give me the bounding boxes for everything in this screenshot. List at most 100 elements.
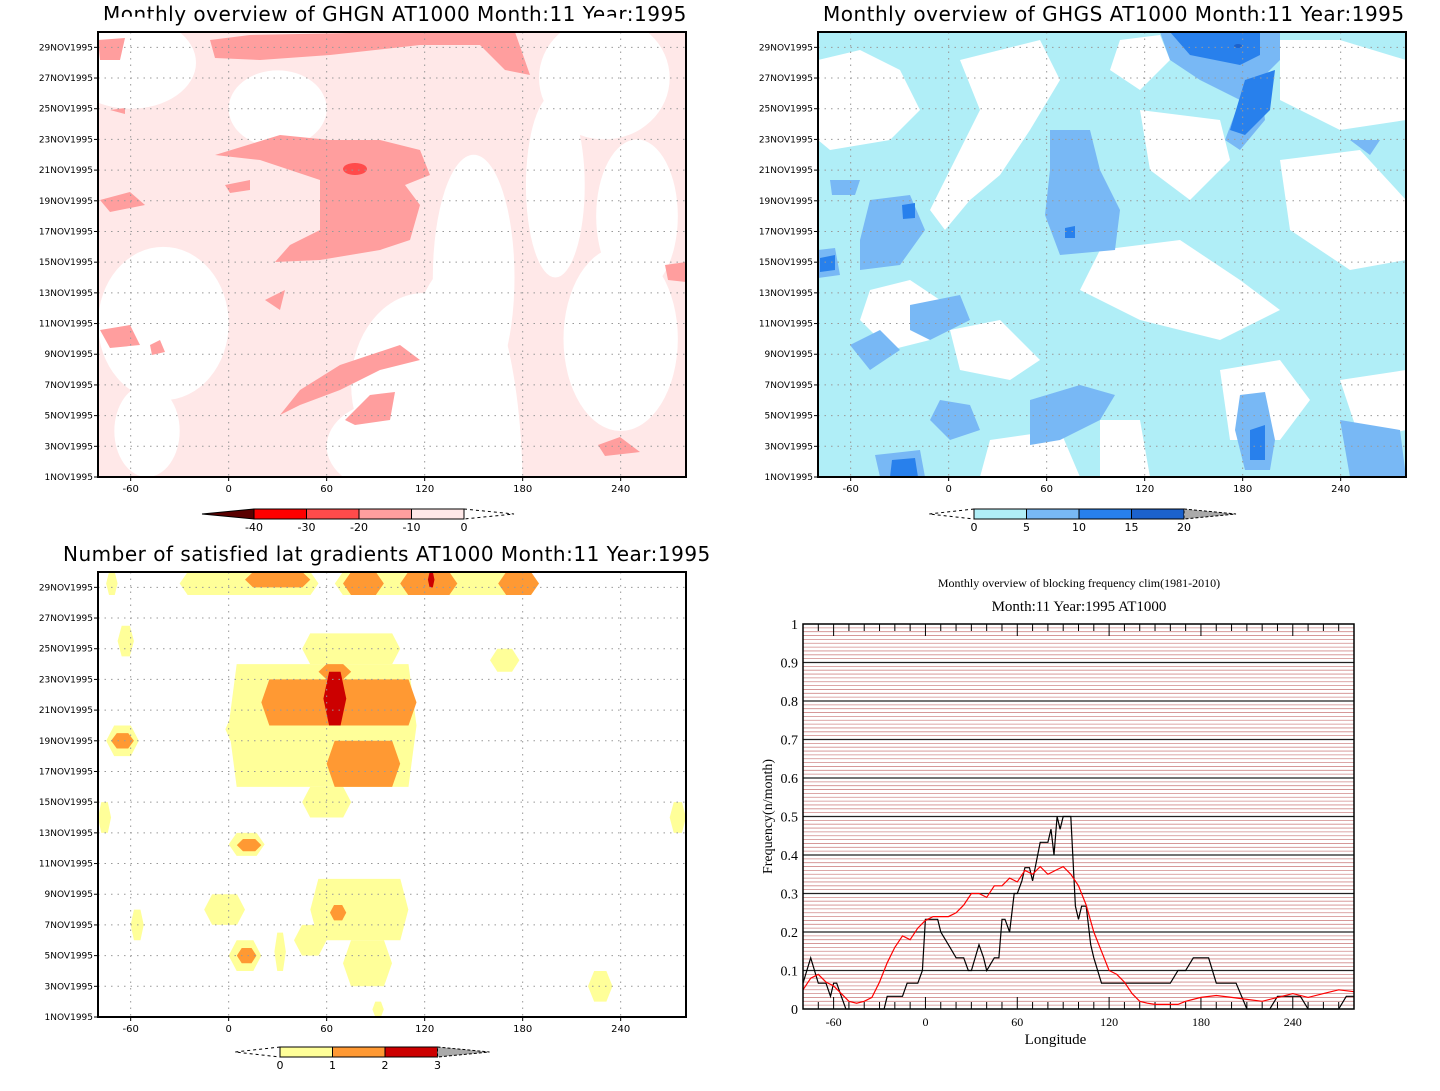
gradient-count-cell-1: [343, 940, 392, 987]
y-tick-label: 1NOV1995: [765, 473, 813, 483]
y-tick-label: 25NOV1995: [39, 105, 93, 115]
contour-region-below-0: [950, 320, 1040, 380]
colorbar-swatch: [306, 508, 360, 520]
colorbar-label: 3: [434, 1059, 441, 1072]
y-tick-label: 17NOV1995: [759, 227, 813, 237]
contour-region-minus20-minus10: [100, 192, 145, 212]
y-tick-label: 1: [791, 618, 798, 633]
contour-region-minus20-minus10: [345, 392, 395, 425]
gradient-count-cell-1: [302, 633, 401, 665]
x-tick-label: 120: [415, 1024, 434, 1035]
y-tick-label: 19NOV1995: [39, 737, 93, 747]
y-tick-label: 29NOV1995: [39, 583, 93, 593]
colorbar-swatch: [332, 1046, 386, 1058]
contour-region-10-15: [1230, 70, 1275, 135]
y-tick-label: 21NOV1995: [39, 706, 93, 716]
contour-region-below-0: [1280, 40, 1406, 130]
y-tick-label: 9NOV1995: [765, 350, 813, 360]
x-tick-label: 180: [513, 484, 532, 495]
contour-region-above-0: [114, 384, 180, 477]
plot-frame: [97, 31, 687, 478]
gradient-count-cell-2: [326, 740, 401, 787]
gradient-count-cell-2: [498, 572, 539, 596]
contour-region-5-10: [850, 330, 900, 370]
y-tick-label: 0.4: [781, 849, 799, 864]
gradient-count-cell-1: [372, 1001, 384, 1017]
plot-frame: [817, 31, 1407, 478]
contour-region-10-15: [1250, 425, 1265, 460]
colorbar-label: -40: [245, 521, 263, 534]
colorbar-label: 5: [1023, 521, 1030, 534]
colorbar-label: -10: [403, 521, 421, 534]
gradient-count-cell-2: [343, 572, 384, 596]
y-tick-label: 25NOV1995: [39, 645, 93, 655]
contour-region-5-10: [910, 295, 970, 340]
gradient-count-cell-1: [588, 970, 613, 1002]
y-tick-label: 1NOV1995: [45, 473, 93, 483]
contour-region-minus20-minus10: [265, 290, 285, 310]
y-tick-label: 23NOV1995: [39, 675, 93, 685]
x-tick-label: 240: [611, 1024, 630, 1035]
y-tick-label: 3NOV1995: [765, 442, 813, 452]
ghgs-chart: -60 0 60 120 180 240 1NOV1995 3NOV1995 5NOV1995 7…: [759, 31, 1407, 534]
y-axis-label: Frequency(n/month): [761, 759, 776, 874]
contour-region-10-15: [820, 255, 835, 272]
y-tick-label: 0.6: [781, 772, 799, 787]
blocking-frequency-panel: Monthly overview of blocking frequency c…: [720, 545, 1440, 1091]
colorbar-high-extend: [1183, 508, 1237, 520]
colorbar-swatch: [253, 508, 307, 520]
x-tick-label: 0: [225, 484, 231, 495]
gradient-count-cell-1: [490, 648, 520, 672]
gradient-count-cell-1: [669, 802, 686, 833]
x-tick-label: -60: [826, 1015, 842, 1029]
plot-frame: [802, 623, 1355, 1010]
ghgs-title: Monthly overview of GHGS AT1000 Month:11…: [823, 2, 1405, 26]
contour-region-minus20-minus10: [210, 32, 530, 75]
colorbar-high-extend: [463, 508, 515, 520]
gradient-count-cell-2: [329, 904, 347, 921]
chart-subtitle: Month:11 Year:1995 AT1000: [992, 599, 1167, 615]
gradient-count-cell-1: [294, 924, 327, 956]
contour-region-minus20-minus10: [100, 325, 140, 348]
y-tick-label: 17NOV1995: [39, 227, 93, 237]
series-climatology-line: [802, 865, 1355, 1005]
contour-region-minus20-minus10: [215, 135, 430, 262]
ghgs-panel: Monthly overview of GHGS AT1000 Month:11…: [720, 0, 1440, 545]
y-tick-label: 0.7: [781, 734, 799, 749]
colorbar-low-extend: [201, 508, 255, 520]
y-tick-label: 19NOV1995: [39, 197, 93, 207]
colorbar-swatch: [1131, 508, 1185, 520]
contour-region-5-10: [1030, 385, 1115, 445]
gradient-count-cell-1: [204, 894, 245, 925]
contour-region-minus20-minus10: [150, 340, 165, 355]
contour-region-below-0: [1280, 150, 1406, 270]
colorbar-label: 0: [277, 1059, 284, 1072]
contour-region-5-10: [1045, 130, 1120, 255]
colorbar-label: 1: [329, 1059, 336, 1072]
y-tick-label: 15NOV1995: [39, 798, 93, 808]
contour-region-minus20-minus10: [225, 180, 250, 193]
x-tick-label: 120: [1135, 484, 1154, 495]
x-tick-label: 60: [320, 1024, 333, 1035]
y-tick-label: 9NOV1995: [45, 350, 93, 360]
contour-region-minus30-minus20: [343, 163, 367, 175]
contour-region-10-15: [890, 458, 918, 477]
y-tick-label: 0.9: [781, 657, 799, 672]
y-tick-label: 17NOV1995: [39, 767, 93, 777]
x-tick-label: 120: [1100, 1015, 1118, 1029]
contour-region-minus20-minus10: [665, 262, 686, 282]
contour-region-minus20-minus10: [280, 345, 420, 415]
y-tick-label: 15NOV1995: [759, 258, 813, 268]
y-tick-label: 21NOV1995: [759, 166, 813, 176]
y-tick-label: 0.3: [781, 888, 799, 903]
contour-region-5-10: [1340, 420, 1406, 477]
contour-region-above-0: [539, 16, 670, 140]
lat-gradients-panel: Number of satisfied lat gradients AT1000…: [0, 540, 740, 1091]
contour-region-15-20: [1234, 44, 1242, 48]
blocking-frequency-chart: Monthly overview of blocking frequency c…: [761, 576, 1355, 1048]
colorbar-label: 10: [1072, 521, 1086, 534]
colorbar-low-extend: [234, 1046, 281, 1058]
x-tick-label: 240: [1284, 1015, 1302, 1029]
y-tick-label: 13NOV1995: [39, 289, 93, 299]
colorbar-label: 15: [1125, 521, 1139, 534]
